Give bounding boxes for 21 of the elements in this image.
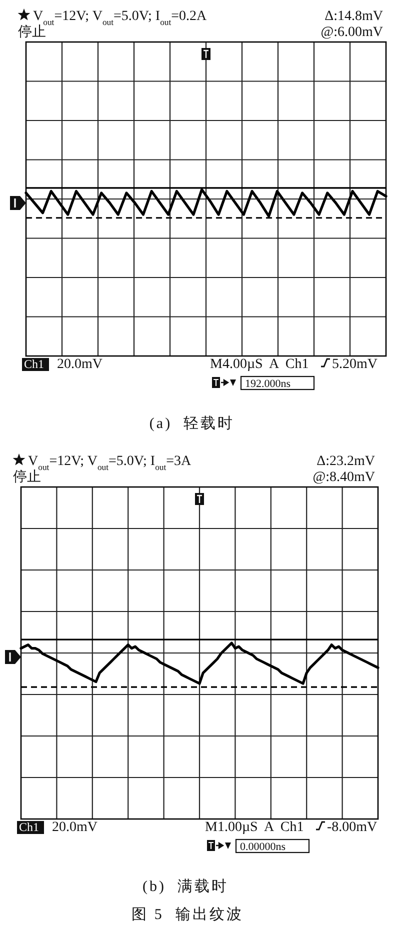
text: @:6.00mV — [320, 25, 383, 40]
text: -8.00mV — [327, 820, 378, 835]
text: 停止 — [13, 469, 41, 485]
text: M4.00µS A Ch1 — [210, 357, 309, 372]
text: 20.0mV — [52, 820, 98, 835]
text: 0.00000ns — [240, 841, 286, 853]
text: 192.000ns — [245, 378, 291, 390]
text: 20.0mV — [57, 357, 102, 372]
text: Ch1 — [19, 820, 40, 834]
text: 5.20mV — [332, 357, 378, 372]
caption: 图 5 输出纹波 — [132, 906, 244, 923]
text: @:8.40mV — [312, 470, 375, 485]
text: Δ:14.8mV — [324, 9, 383, 24]
text: (b) 满载时 — [142, 878, 228, 895]
text: M1.00µS A Ch1 — [205, 820, 304, 835]
text: V$_{out}$=12V; V$_{out}$=5.0V; I$_{out}$=0.2A — [33, 9, 208, 27]
text: Δ:23.2mV — [316, 454, 375, 469]
text: 停止 — [18, 24, 46, 40]
text: V$_{out}$=12V; V$_{out}$=5.0V; I$_{out}$=3A — [28, 454, 192, 472]
text: (a) 轻载时 — [149, 415, 235, 432]
text: Ch1 — [24, 357, 44, 371]
